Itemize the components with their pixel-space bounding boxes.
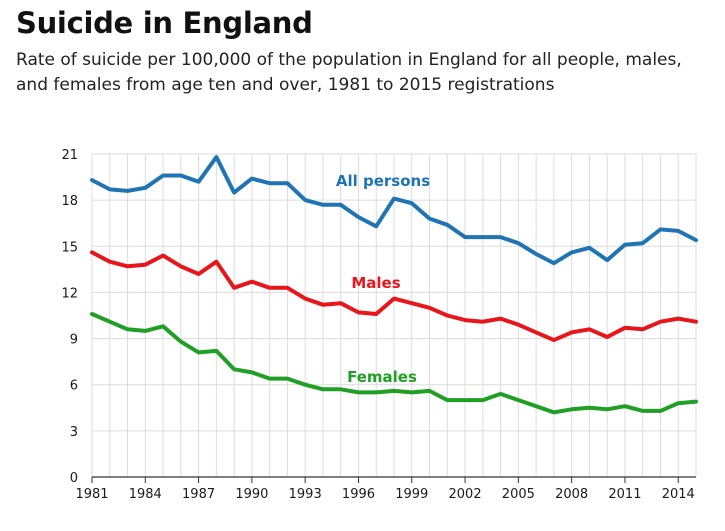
x-tick-label: 2002 xyxy=(449,487,482,502)
y-tick-label: 0 xyxy=(70,471,78,486)
chart-subtitle: Rate of suicide per 100,000 of the popul… xyxy=(16,50,682,95)
x-tick-label: 2011 xyxy=(608,487,641,502)
chart-title: Suicide in England xyxy=(16,6,313,40)
series-line-all-persons xyxy=(90,155,698,266)
series-line-males xyxy=(90,250,698,343)
series-label-all-persons: All persons xyxy=(336,172,430,190)
x-tick-label: 2008 xyxy=(555,487,588,502)
x-tick-label: 1984 xyxy=(129,487,162,502)
x-tick-label: 1999 xyxy=(395,487,428,502)
x-tick-label: 1990 xyxy=(235,487,268,502)
y-tick-label: 15 xyxy=(61,240,78,255)
y-tick-label: 6 xyxy=(70,379,78,394)
y-tick-label: 21 xyxy=(61,148,78,163)
x-tick-label: 2014 xyxy=(662,487,695,502)
x-tick-label: 1996 xyxy=(342,487,375,502)
x-tick-label: 1987 xyxy=(182,487,215,502)
y-tick-label: 18 xyxy=(61,194,78,209)
series-label-females: Females xyxy=(347,368,417,386)
y-tick-label: 9 xyxy=(70,333,78,348)
x-tick-label: 1981 xyxy=(75,487,108,502)
series-line-females xyxy=(90,312,698,415)
x-tick-label: 1993 xyxy=(289,487,322,502)
y-tick-label: 12 xyxy=(61,286,78,301)
y-tick-label: 3 xyxy=(70,425,78,440)
x-tick-label: 2005 xyxy=(502,487,535,502)
series-label-males: Males xyxy=(351,274,400,292)
